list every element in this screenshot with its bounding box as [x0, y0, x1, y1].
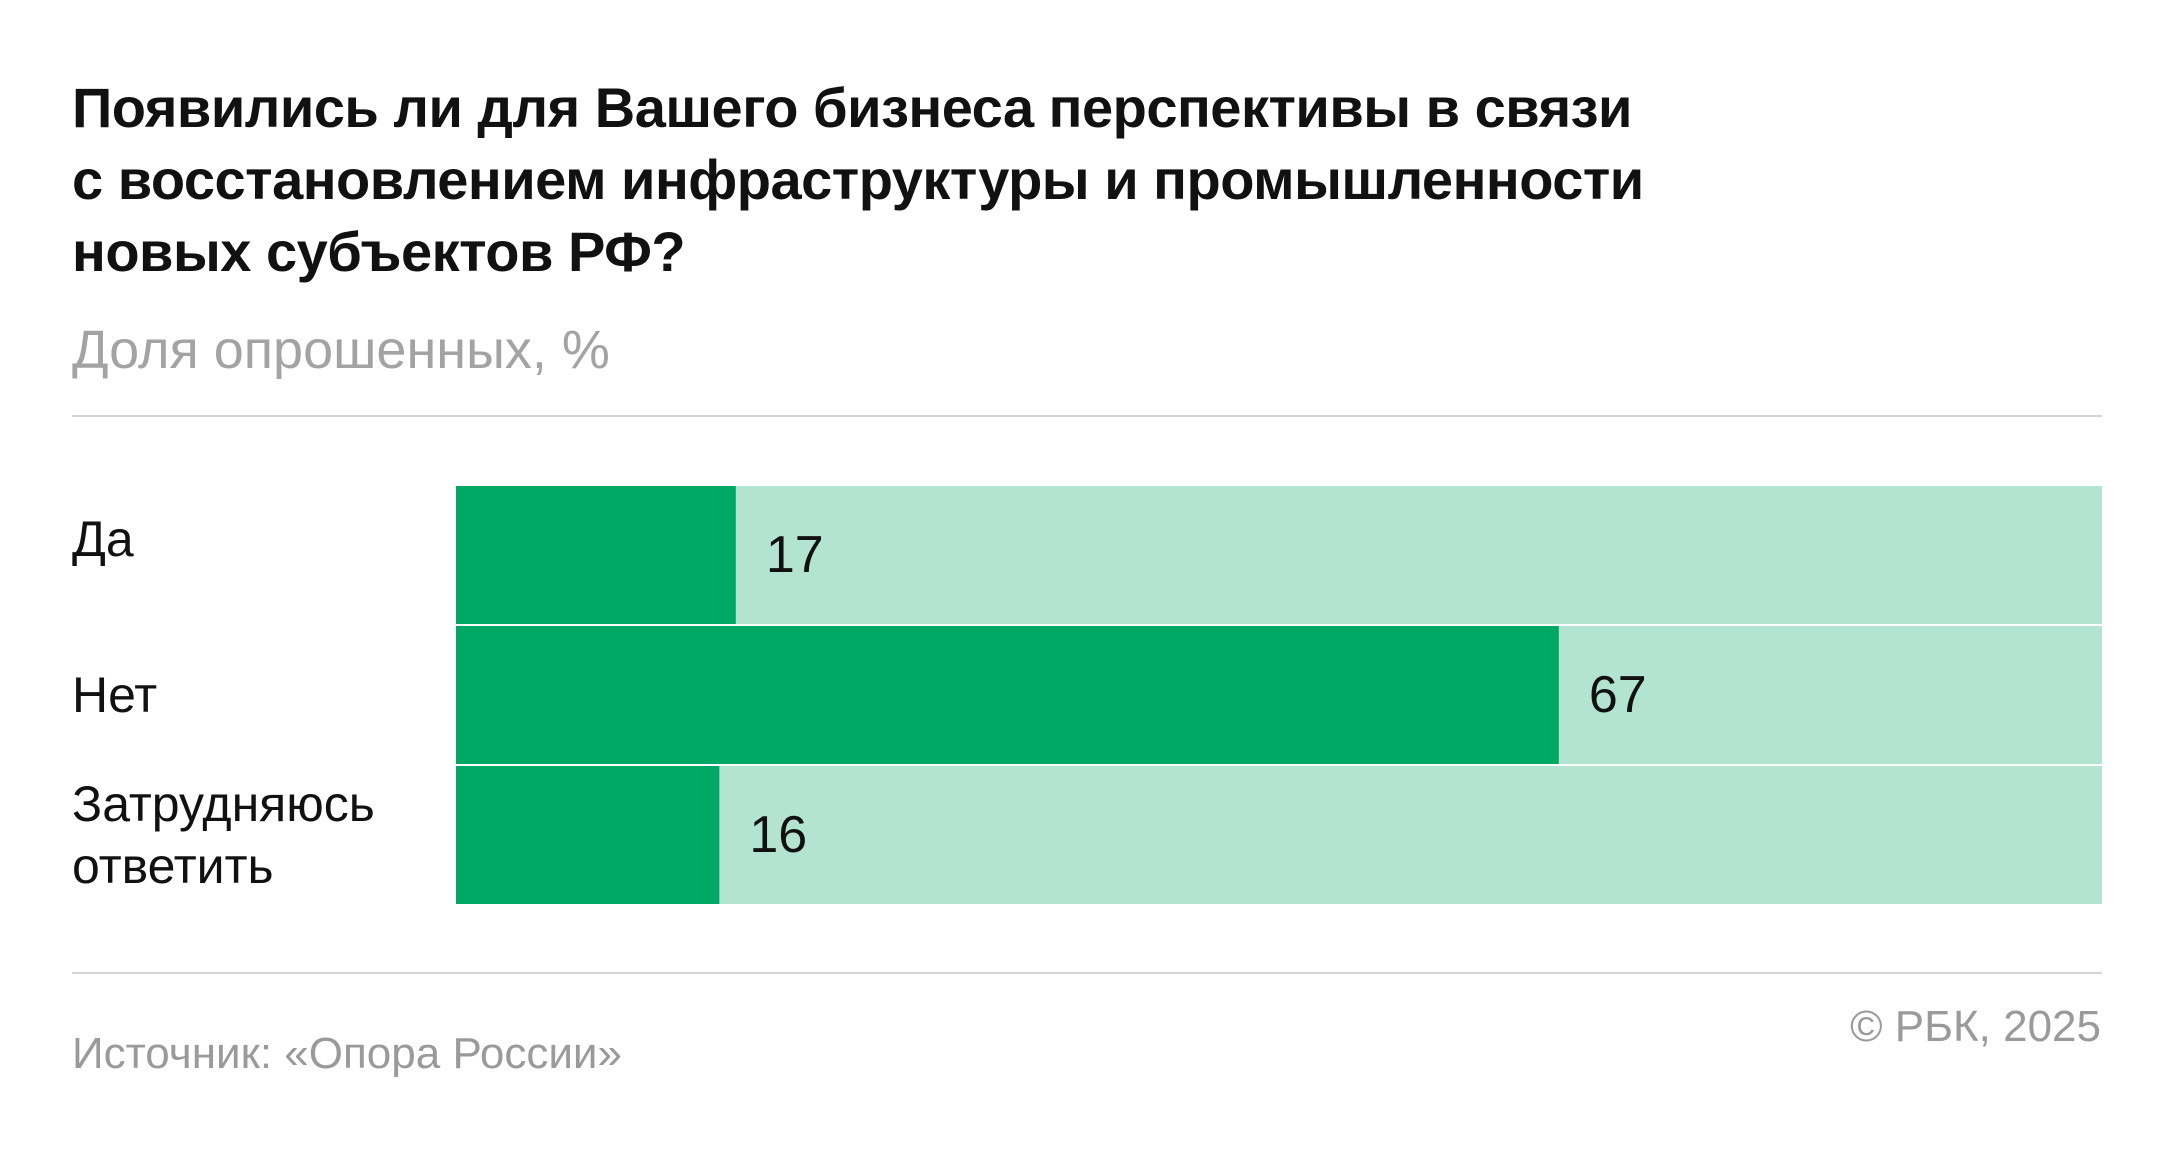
chart-title-line-3: новых субъектов РФ?	[72, 220, 686, 283]
category-label: Нет	[72, 667, 157, 723]
footer-divider	[72, 972, 2102, 974]
chart-subtitle: Доля опрошенных, %	[72, 320, 610, 380]
bar-value-label: 16	[749, 806, 807, 864]
category-label: Затрудняюсь ответить	[72, 776, 375, 894]
chart-title-line-2: с восстановлением инфраструктуры и промы…	[72, 148, 1644, 211]
bar	[456, 766, 720, 904]
chart-title-line-1: Появились ли для Вашего бизнеса перспект…	[72, 76, 1632, 139]
source-note: Источник: «Опора России»	[72, 1029, 622, 1078]
chart-title: Появились ли для Вашего бизнеса перспект…	[72, 72, 1972, 288]
header-divider	[72, 415, 2102, 417]
bar	[456, 486, 736, 624]
bar	[456, 626, 1559, 764]
category-label: Да	[72, 511, 134, 567]
bar-value-label: 17	[766, 526, 824, 584]
bar-value-label: 67	[1589, 666, 1647, 724]
bar-track	[456, 766, 2102, 904]
copyright-note: © РБК, 2025	[1850, 1002, 2101, 1051]
